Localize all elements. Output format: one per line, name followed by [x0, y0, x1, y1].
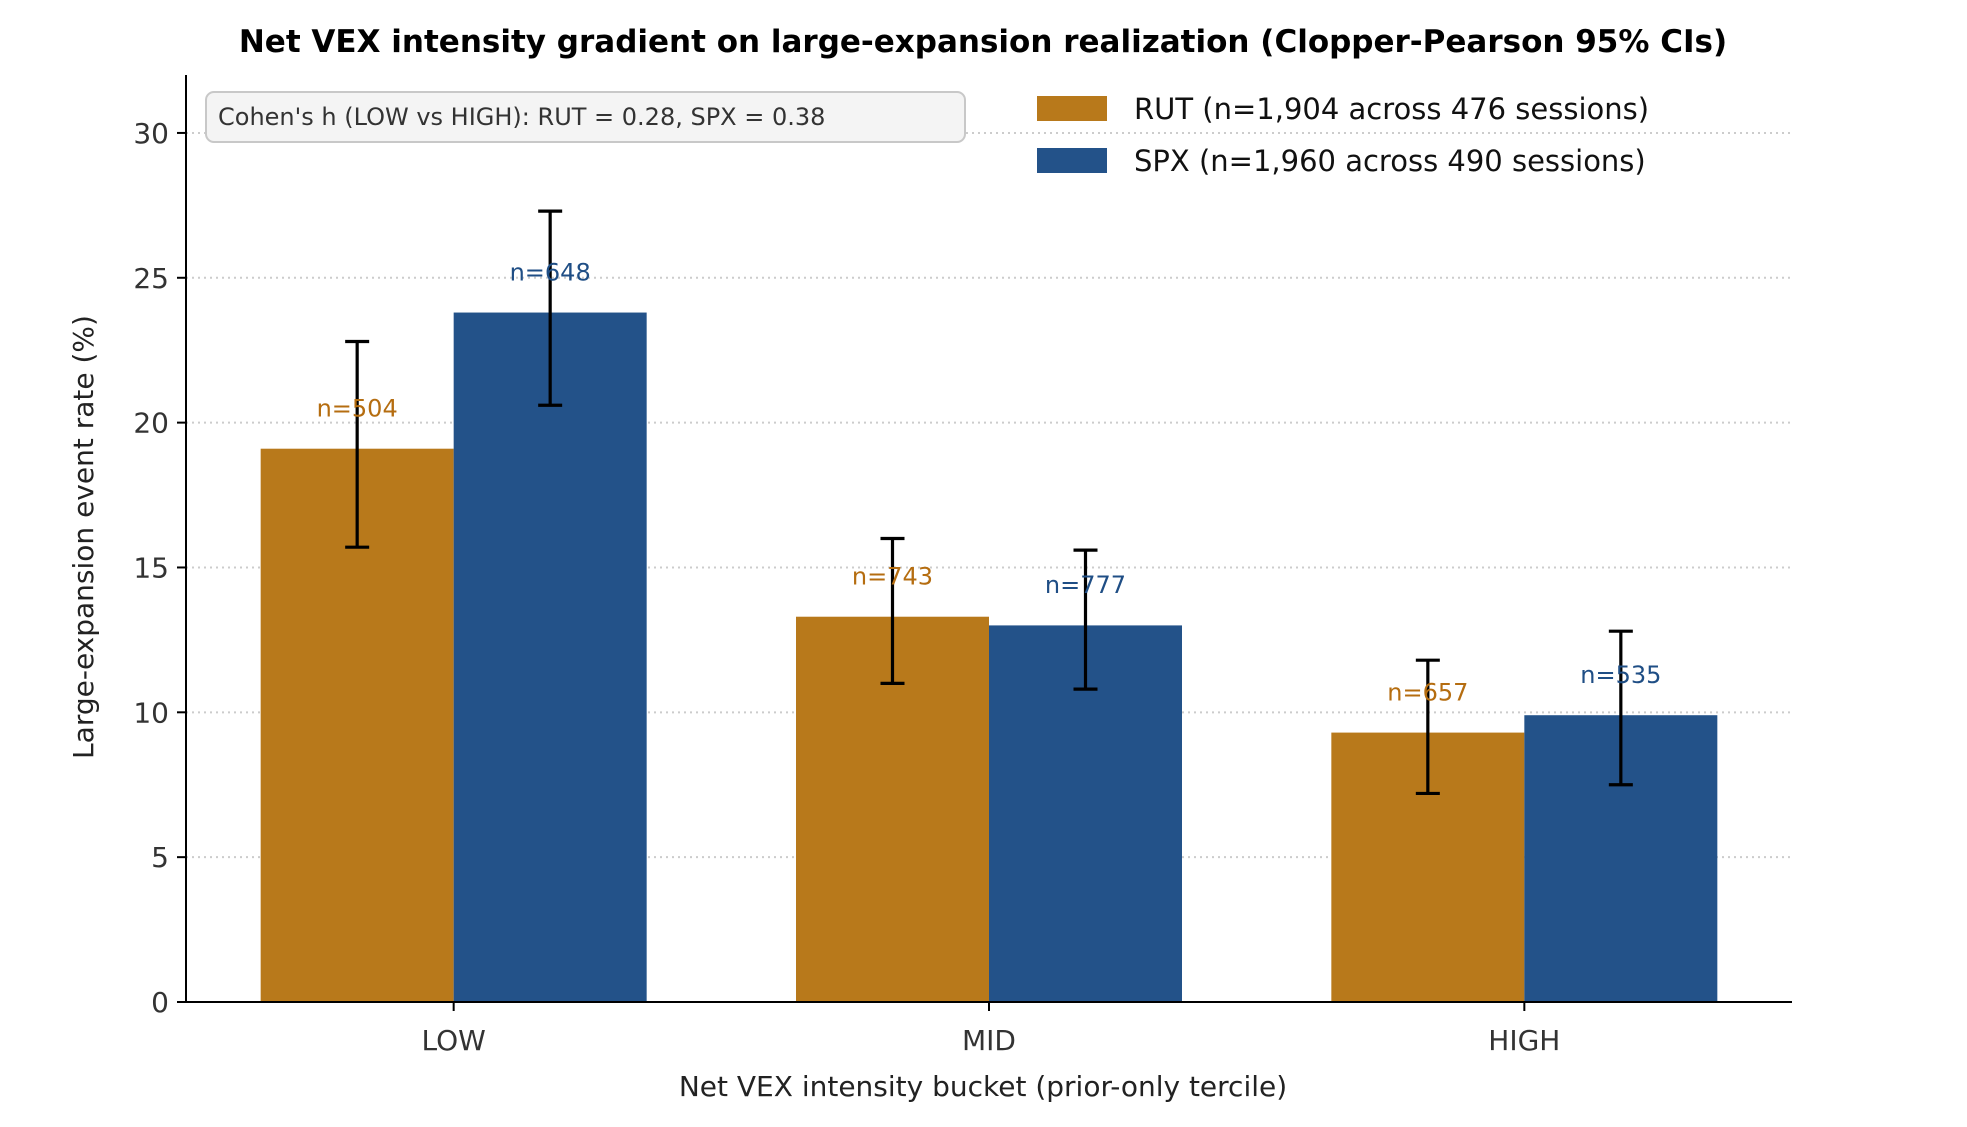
y-tick-label: 25: [133, 262, 169, 295]
x-tick-label: HIGH: [1488, 1024, 1560, 1057]
annotation-box: Cohen's h (LOW vs HIGH): RUT = 0.28, SPX…: [205, 91, 966, 143]
legend: RUT (n=1,904 across 476 sessions) SPX (n=…: [1037, 92, 1649, 178]
x-tick-label: LOW: [422, 1024, 486, 1057]
y-axis-ticks: 0 5 10 15 20 25 30: [133, 117, 186, 1019]
legend-swatch-spx: [1037, 148, 1107, 173]
y-tick-label: 5: [151, 841, 169, 874]
x-axis-ticks: LOW MID HIGH: [422, 1002, 1560, 1057]
error-bars: [345, 209, 1633, 796]
error-bar: [1415, 658, 1440, 796]
bar-spx-low: [453, 312, 647, 1002]
y-tick-label: 0: [151, 986, 169, 1019]
y-axis-label: Large-expansion event rate (%): [67, 315, 100, 759]
n-label: n=535: [1580, 661, 1661, 689]
chart-title: Net VEX intensity gradient on large-expa…: [239, 24, 1727, 60]
n-label: n=657: [1387, 678, 1468, 706]
y-tick-label: 10: [133, 696, 169, 729]
legend-label-rut: RUT (n=1,904 across 476 sessions): [1134, 92, 1649, 126]
legend-swatch-rut: [1037, 96, 1107, 121]
sample-size-labels: n=504 n=648 n=743 n=777 n=657 n=535: [317, 258, 1662, 706]
x-axis-label: Net VEX intensity bucket (prior-only ter…: [679, 1070, 1287, 1103]
y-tick-label: 15: [133, 551, 169, 584]
n-label: n=648: [510, 258, 591, 286]
legend-label-spx: SPX (n=1,960 across 490 sessions): [1134, 144, 1646, 178]
n-label: n=777: [1045, 571, 1126, 599]
x-tick-label: MID: [962, 1024, 1016, 1057]
n-label: n=743: [852, 563, 933, 591]
error-bar: [1608, 629, 1633, 787]
y-tick-label: 30: [133, 117, 169, 150]
error-bar: [538, 209, 563, 407]
annotation-text: Cohen's h (LOW vs HIGH): RUT = 0.28, SPX…: [218, 103, 825, 131]
bars: [260, 312, 1718, 1002]
error-bar: [880, 536, 905, 685]
n-label: n=504: [317, 395, 398, 423]
error-bar: [1073, 548, 1098, 691]
y-tick-label: 20: [133, 407, 169, 440]
error-bar: [345, 339, 370, 549]
annotation-frame: [205, 91, 966, 143]
